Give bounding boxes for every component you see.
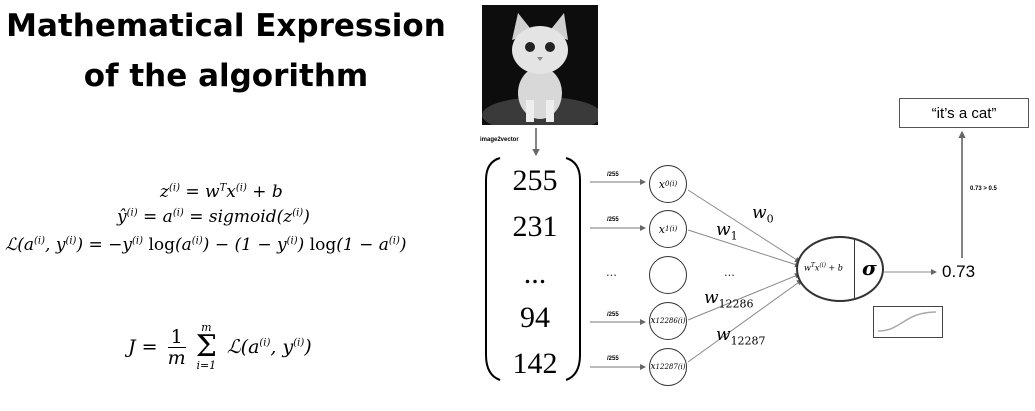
neuron-divider <box>854 238 855 300</box>
output-value: 0.73 <box>942 262 976 281</box>
weight-w1: w1 <box>716 220 738 243</box>
scale-dots: ... <box>606 264 617 279</box>
weight-dots: ... <box>724 264 735 279</box>
vector-entry-3: 94 <box>520 301 550 334</box>
sigmoid-plot <box>873 306 943 338</box>
neuron: wTx(i) + b σ <box>796 236 884 302</box>
input-node-x1: x 1 (i) <box>649 210 687 248</box>
scale-label-0: /255 <box>607 172 619 178</box>
input-node-empty <box>649 256 687 294</box>
scale-label-4: /255 <box>607 356 619 362</box>
input-node-x12287: x 12287 (i) <box>649 348 687 386</box>
equation-cost: J = 1 m m Σ i=1 ℒ(a(i), y(i)) <box>128 321 312 372</box>
sigma-icon: σ <box>862 256 877 280</box>
vector-entry-2: ... <box>523 257 547 290</box>
image2vector-label: image2vector <box>480 137 519 143</box>
neuron-linear-part: wTx(i) + b <box>804 262 843 273</box>
equation-z: z(i) = wTx(i) + b <box>160 182 283 202</box>
weight-w0: w0 <box>752 203 774 226</box>
input-node-x0: x 0 (i) <box>649 165 687 203</box>
title-line-2: of the algorithm <box>83 58 369 94</box>
cat-image <box>482 5 598 125</box>
prediction-box: “it’s a cat” <box>899 98 1029 128</box>
vector-entry-0: 255 <box>512 164 558 197</box>
threshold-label: 0.73 > 0.5 <box>970 186 997 192</box>
scale-label-1: /255 <box>607 217 619 223</box>
title-line-1: Mathematical Expression <box>6 8 446 44</box>
vector-entry-4: 142 <box>512 347 558 380</box>
vector-entry-1: 231 <box>512 210 558 243</box>
scale-label-3: /255 <box>607 312 619 318</box>
weight-w12287: w12287 <box>716 325 766 348</box>
weight-w12286: w12286 <box>704 288 754 311</box>
input-node-x12286: x 12286 (i) <box>649 302 687 340</box>
equation-yhat: ŷ(i) = a(i) = sigmoid(z(i)) <box>117 207 310 227</box>
equation-loss: ℒ(a(i), y(i)) = −y(i) log(a(i)) − (1 − y… <box>5 235 407 255</box>
